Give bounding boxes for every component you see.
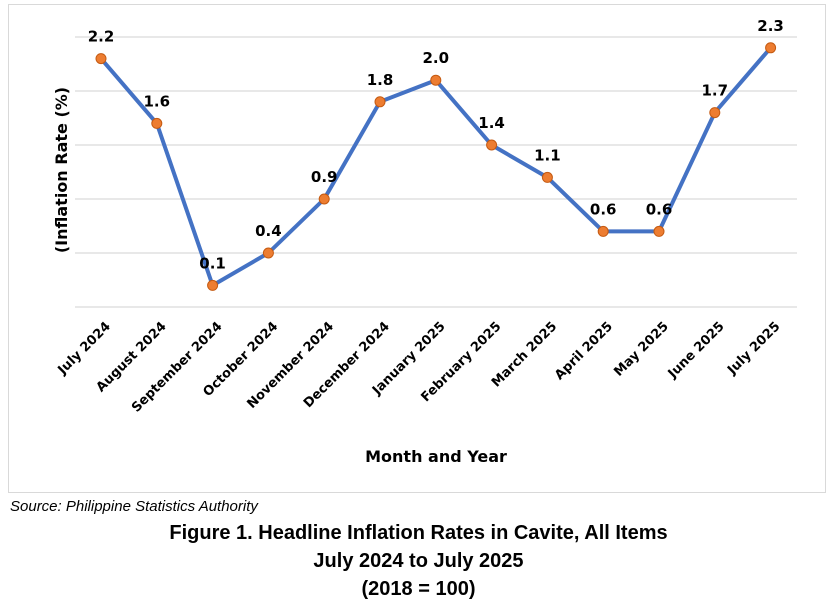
data-point: [486, 139, 498, 151]
series: [95, 42, 777, 291]
data-label: 1.7: [702, 82, 729, 100]
data-label: 1.8: [367, 71, 394, 89]
data-point: [430, 74, 442, 86]
figure-caption-base-year: (2018 = 100): [361, 578, 476, 600]
gridlines: [75, 36, 797, 308]
data-point: [318, 193, 330, 205]
x-tick-label: May 2025: [611, 319, 671, 379]
data-label: 2.3: [757, 17, 784, 35]
x-tick-label: April 2025: [552, 319, 616, 383]
data-point: [262, 247, 274, 259]
y-axis-title: (Inflation Rate (%): [52, 87, 71, 253]
chart-area: July 2024 August 2024 September 2024 Octobe…: [8, 4, 826, 493]
data-label: 1.6: [144, 92, 171, 110]
x-tick-label: June 2025: [665, 319, 728, 382]
data-label: 0.1: [199, 254, 226, 272]
data-point: [541, 171, 553, 183]
data-point: [653, 225, 665, 237]
x-axis-title: Month and Year: [365, 447, 507, 466]
x-tick-label: July 2024: [55, 319, 114, 378]
data-label: 0.6: [646, 200, 673, 218]
data-point: [765, 42, 777, 54]
data-point: [597, 225, 609, 237]
x-tick-label: July 2025: [724, 319, 783, 378]
data-label: 1.4: [478, 114, 505, 132]
source-note: Source: Philippine Statistics Authority: [10, 498, 258, 515]
data-label: 2.0: [423, 49, 450, 67]
figure-caption-period: July 2024 to July 2025: [313, 550, 524, 572]
data-point: [709, 107, 721, 119]
data-point: [374, 96, 386, 108]
data-label: 0.9: [311, 168, 338, 186]
data-label: 0.6: [590, 200, 617, 218]
data-label: 2.2: [88, 28, 115, 46]
data-point: [151, 117, 163, 129]
data-label: 1.1: [534, 146, 561, 164]
data-point: [207, 279, 219, 291]
data-label: 0.4: [255, 222, 282, 240]
data-labels: 2.2 1.6 0.1 0.4 0.9 1.8 2.0 1.4 1.1 0.6 0.6 1.7 2.3: [88, 17, 784, 273]
figure-caption-title: Figure 1. Headline Inflation Rates in Ca…: [169, 522, 668, 544]
data-point: [95, 53, 107, 65]
